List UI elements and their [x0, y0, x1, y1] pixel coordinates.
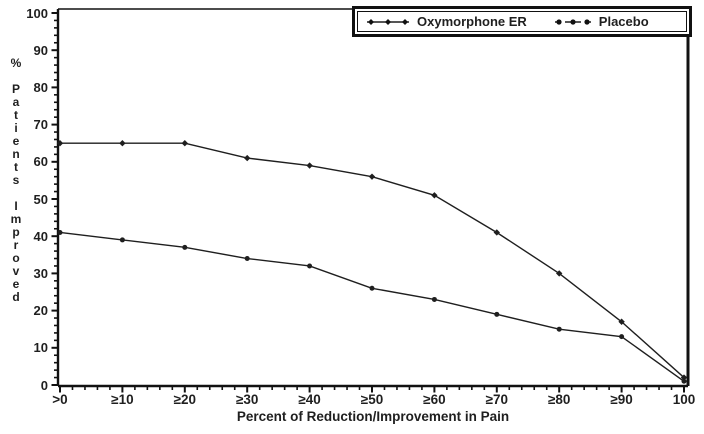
x-tick-label: ≥60: [423, 392, 446, 407]
y-tick-label: 30: [33, 265, 48, 281]
x-tick-label: ≥80: [547, 392, 571, 407]
x-tick-label: ≥20: [173, 392, 197, 407]
y-tick-label: 50: [33, 191, 48, 207]
x-tick-label: ≥50: [360, 392, 384, 407]
y-axis-title-char: v: [12, 264, 20, 278]
y-axis-title-char: t: [14, 108, 18, 122]
y-tick-label: 40: [33, 228, 48, 244]
y-tick-label: 0: [40, 377, 48, 393]
y-axis-title-char: P: [11, 82, 20, 96]
y-axis-title-char: d: [12, 290, 20, 304]
legend-label-oxymorphone-er: Oxymorphone ER: [417, 14, 527, 29]
y-tick-label: 80: [33, 79, 48, 95]
x-tick-label: 100: [672, 392, 696, 407]
x-tick-label: ≥10: [111, 392, 134, 407]
y-axis-title-char: i: [14, 121, 18, 135]
y-tick-label: 90: [33, 42, 48, 58]
y-tick-label: 60: [33, 154, 48, 170]
x-tick-label: ≥90: [610, 392, 633, 407]
x-axis-title: Percent of Reduction/Improvement in Pain: [236, 409, 510, 424]
legend-item-oxymorphone-er: Oxymorphone ER: [365, 14, 527, 29]
legend-item-placebo: Placebo: [553, 14, 649, 29]
y-tick-label: 10: [33, 340, 48, 356]
legend: Oxymorphone ER Placebo: [352, 6, 692, 37]
y-axis-title-char: t: [14, 160, 18, 174]
y-axis-title-char: o: [12, 251, 20, 265]
y-axis-title-char: a: [12, 95, 20, 109]
y-axis-title-char: I: [14, 199, 18, 213]
y-tick-label: 70: [33, 117, 48, 133]
y-axis-title-char: p: [12, 225, 20, 239]
x-tick-label: ≥70: [485, 392, 509, 407]
y-axis-title-char: e: [12, 277, 20, 291]
y-axis-title-char: n: [12, 147, 20, 161]
legend-inner: Oxymorphone ER Placebo: [357, 11, 687, 32]
y-axis-title-char: r: [13, 238, 19, 252]
legend-label-placebo: Placebo: [598, 14, 649, 29]
x-tick-label: ≥30: [235, 392, 259, 407]
y-tick-label: 20: [33, 303, 48, 319]
y-axis-title-char: m: [10, 212, 22, 226]
oxymorphone-er-line-sample-icon: [367, 18, 409, 25]
y-tick-label: 100: [26, 5, 48, 21]
y-axis-title-char: s: [12, 173, 20, 187]
y-axis-title-char: %: [10, 56, 22, 70]
x-tick-label: >0: [52, 392, 68, 407]
placebo-line-sample-icon: [554, 18, 591, 25]
y-axis-title-char: e: [12, 134, 20, 148]
x-tick-label: ≥40: [298, 392, 321, 407]
